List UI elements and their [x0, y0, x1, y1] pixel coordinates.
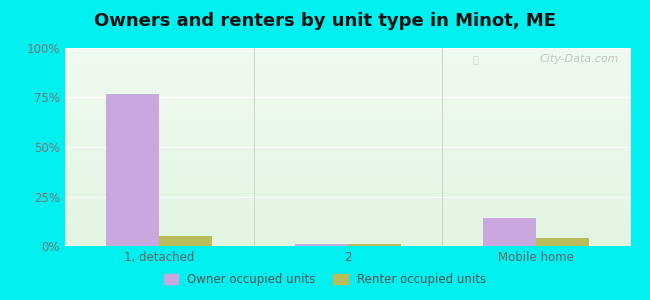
Bar [107, 94, 159, 246]
Legend: Owner occupied units, Renter occupied units: Owner occupied units, Renter occupied un… [159, 269, 491, 291]
Bar [295, 244, 348, 246]
Bar [159, 236, 212, 246]
Bar [484, 218, 536, 246]
Text: Owners and renters by unit type in Minot, ME: Owners and renters by unit type in Minot… [94, 12, 556, 30]
Bar [348, 244, 400, 246]
Text: City-Data.com: City-Data.com [540, 54, 619, 64]
Bar [536, 238, 589, 246]
Text: 📊: 📊 [472, 54, 478, 64]
